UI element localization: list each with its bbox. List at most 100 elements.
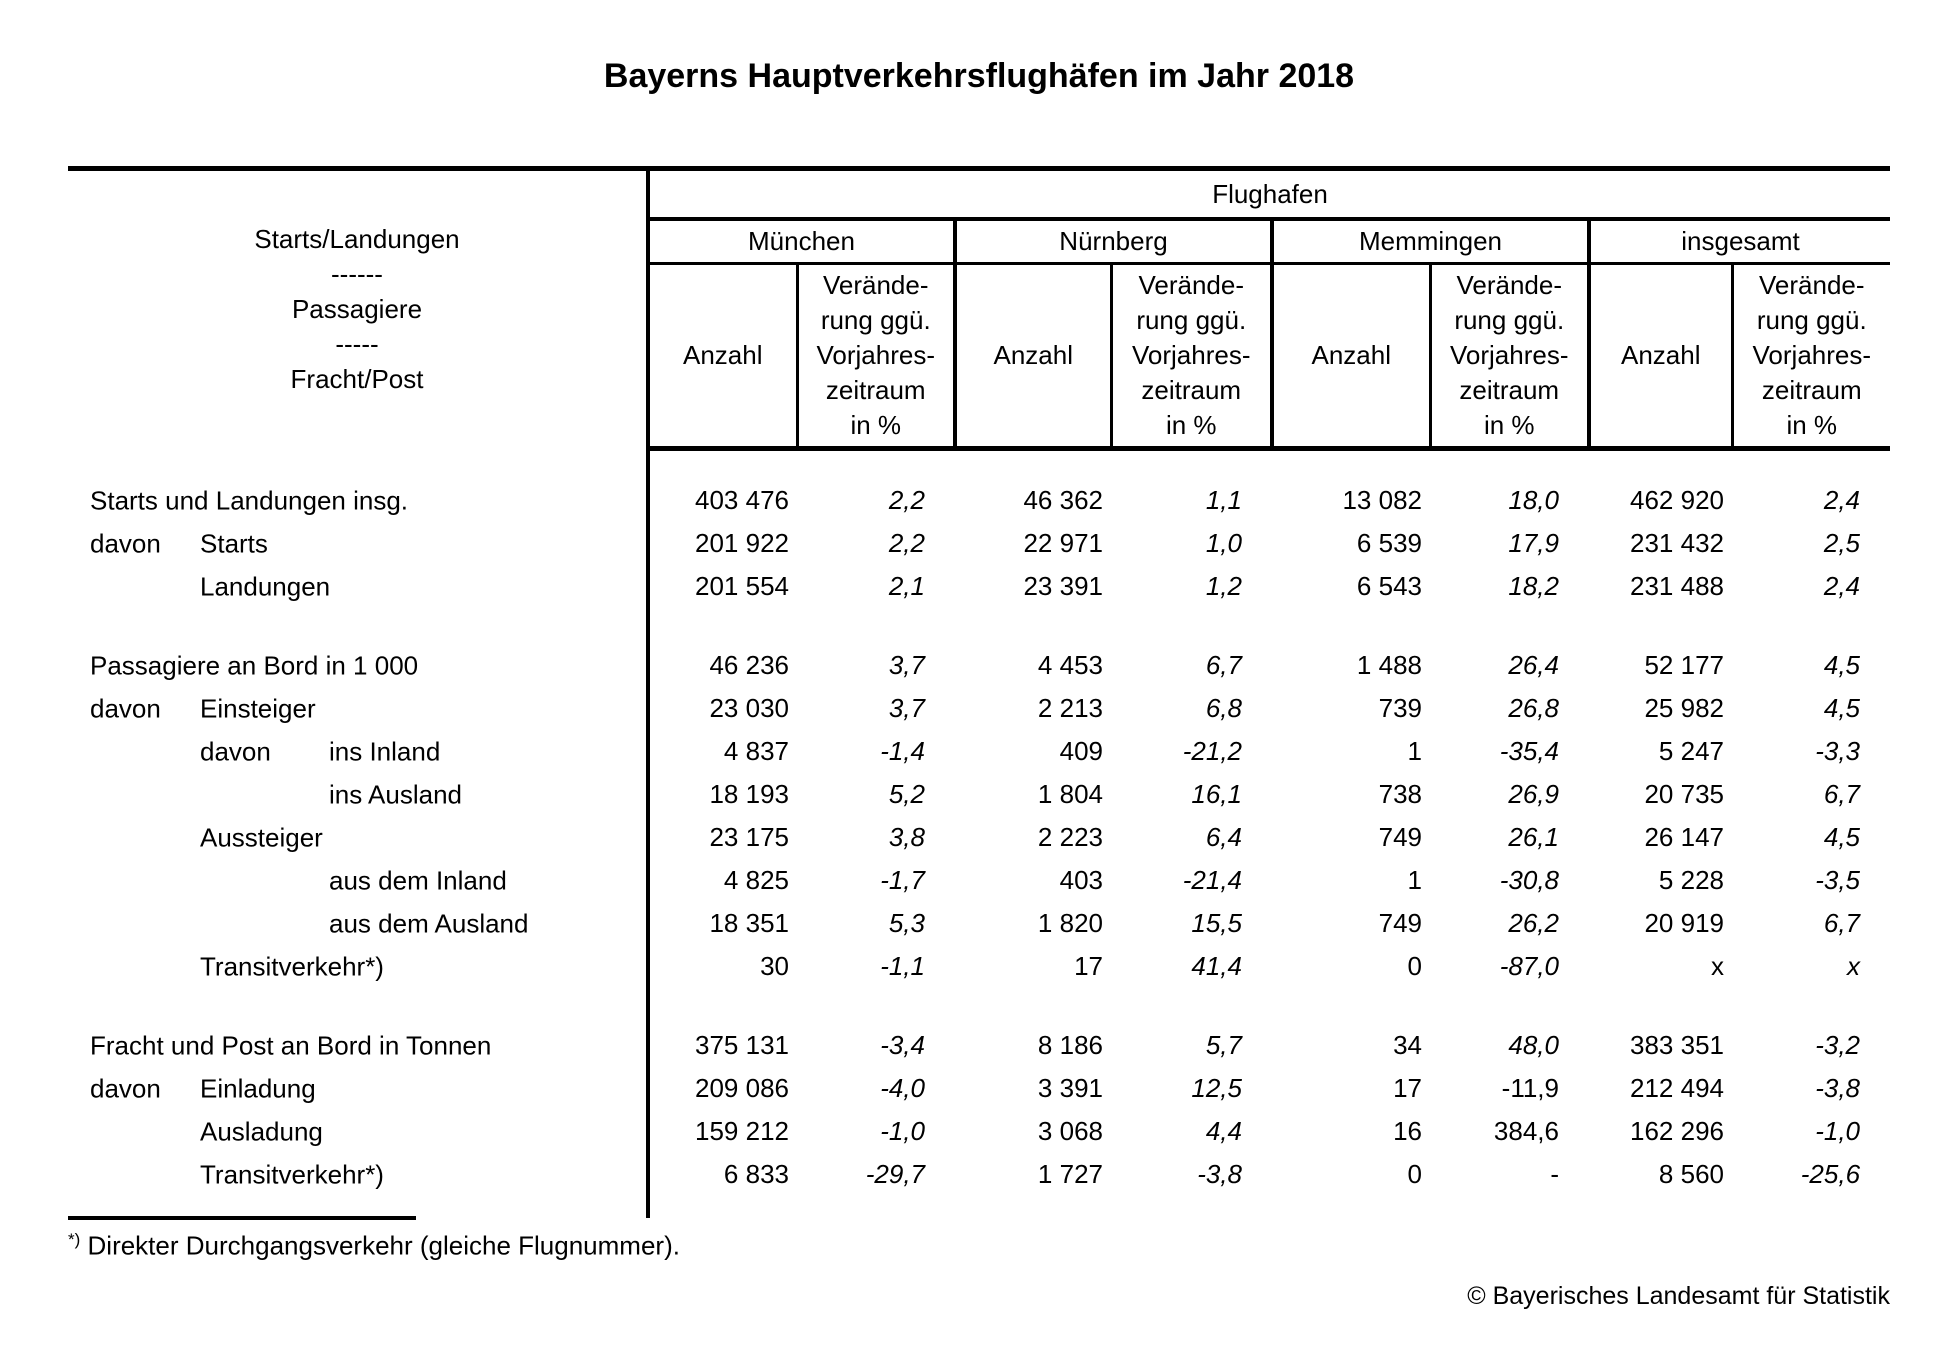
anzahl-cell: 1 488 bbox=[1356, 650, 1422, 680]
pct-cell: -4,0 bbox=[880, 1073, 925, 1103]
pct-cell: 17,9 bbox=[1508, 528, 1559, 558]
spacer-row bbox=[68, 1196, 1890, 1218]
table-row: davon Einsteiger 23 030 3,7 2 213 6,8 739 26,8 2… bbox=[68, 687, 1890, 730]
stub-line-passagiere: Passagiere bbox=[291, 294, 423, 325]
pct-cell: -1,0 bbox=[880, 1116, 925, 1146]
spacer-cell bbox=[648, 1196, 1890, 1218]
anzahl-cell: 5 247 bbox=[1658, 736, 1724, 766]
pct-cell: -3,5 bbox=[1815, 865, 1861, 895]
pct-cell: -35,4 bbox=[1499, 736, 1559, 766]
row-label-part: aus dem Ausland bbox=[329, 908, 529, 938]
row-label: Passagiere an Bord in 1 000 bbox=[68, 644, 650, 687]
anzahl-cell: 201 554 bbox=[695, 571, 789, 601]
pct-cell: 1,1 bbox=[1205, 485, 1242, 515]
anzahl-cell: 749 bbox=[1378, 908, 1422, 938]
pct-cell: 3,7 bbox=[888, 650, 925, 680]
row-label-part: Transitverkehr*) bbox=[200, 1159, 384, 1189]
pct-cell: -1,7 bbox=[880, 865, 925, 895]
pct-cell: 5,7 bbox=[1205, 1030, 1242, 1060]
pct-cell: -25,6 bbox=[1800, 1159, 1861, 1189]
change-header: Verände- rung ggü. Vorjahres- zeitraum i… bbox=[1428, 263, 1589, 451]
anzahl-cell: 0 bbox=[1407, 951, 1422, 981]
row-label: aus dem Inland bbox=[68, 859, 650, 902]
anzahl-cell: 5 228 bbox=[1658, 865, 1724, 895]
pct-cell: -1,4 bbox=[880, 736, 925, 766]
stub-line-fracht-post: Fracht/Post bbox=[290, 364, 424, 395]
pct-cell: 26,9 bbox=[1508, 779, 1559, 809]
pct-cell: 6,7 bbox=[1823, 779, 1861, 809]
pct-cell: 48,0 bbox=[1508, 1030, 1559, 1060]
pct-cell: -29,7 bbox=[865, 1159, 925, 1189]
row-label-part: Transitverkehr*) bbox=[200, 951, 384, 981]
anzahl-cell: 34 bbox=[1393, 1030, 1422, 1060]
row-label: Transitverkehr*) bbox=[68, 1153, 650, 1196]
pct-cell: 5,2 bbox=[888, 779, 925, 809]
change-header: Verände- rung ggü. Vorjahres- zeitraum i… bbox=[1730, 263, 1891, 451]
anzahl-cell: 3 068 bbox=[1037, 1116, 1103, 1146]
stub-divider-dashes: ------ bbox=[331, 259, 383, 290]
row-label-part: Einsteiger bbox=[200, 693, 316, 723]
pct-cell: 26,4 bbox=[1508, 650, 1559, 680]
anzahl-cell: 8 186 bbox=[1037, 1030, 1103, 1060]
anzahl-cell: 46 236 bbox=[709, 650, 789, 680]
anzahl-cell: 403 bbox=[1059, 865, 1103, 895]
anzahl-cell: 16 bbox=[1393, 1116, 1422, 1146]
spacer-row bbox=[68, 608, 1890, 644]
table-row: Passagiere an Bord in 1 000 46 236 3,7 4 45… bbox=[68, 644, 1890, 687]
spacer-cell bbox=[648, 988, 1890, 1024]
row-label-part: Aussteiger bbox=[200, 822, 323, 852]
row-label-part: ins Ausland bbox=[329, 779, 462, 809]
anzahl-header: Anzahl bbox=[648, 263, 797, 451]
pct-cell: 2,2 bbox=[888, 528, 925, 558]
table-row: aus dem Ausland 18 351 5,3 1 820 15,5 749 26,2… bbox=[68, 902, 1890, 945]
anzahl-cell: 231 432 bbox=[1630, 528, 1724, 558]
table-area: Starts/Landungen ------ Passagiere -----… bbox=[68, 166, 1891, 1218]
anzahl-cell: 17 bbox=[1393, 1073, 1422, 1103]
anzahl-header: Anzahl bbox=[1270, 263, 1430, 451]
anzahl-cell: 4 837 bbox=[723, 736, 789, 766]
anzahl-cell: 409 bbox=[1059, 736, 1103, 766]
pct-cell: 18,0 bbox=[1508, 485, 1559, 515]
stub-line-starts-landungen: Starts/Landungen bbox=[254, 224, 460, 255]
anzahl-cell: 6 543 bbox=[1356, 571, 1422, 601]
anzahl-cell: 231 488 bbox=[1630, 571, 1724, 601]
anzahl-cell: 159 212 bbox=[695, 1116, 789, 1146]
pct-cell: - bbox=[1550, 1159, 1559, 1189]
anzahl-cell: 462 920 bbox=[1630, 485, 1724, 515]
pct-cell: 2,1 bbox=[888, 571, 925, 601]
row-label: ins Ausland bbox=[68, 773, 650, 816]
row-label: Landungen bbox=[68, 565, 650, 608]
airport-header-memmingen: Memmingen bbox=[1270, 219, 1589, 265]
row-label: Ausladung bbox=[68, 1110, 650, 1153]
stub-rule-segment bbox=[68, 448, 650, 479]
pct-cell: -3,8 bbox=[1197, 1159, 1242, 1189]
anzahl-cell: 739 bbox=[1378, 693, 1422, 723]
spacer-cell bbox=[648, 608, 1890, 644]
row-label-part: davon bbox=[90, 528, 161, 558]
pct-cell: -21,2 bbox=[1182, 736, 1242, 766]
anzahl-cell: 52 177 bbox=[1644, 650, 1724, 680]
pct-cell: 3,7 bbox=[888, 693, 925, 723]
anzahl-cell: 18 193 bbox=[709, 779, 789, 809]
row-label-part: ins Inland bbox=[329, 736, 441, 766]
page-title: Bayerns Hauptverkehrsflughäfen im Jahr 2… bbox=[603, 57, 1355, 95]
table-body: Starts und Landungen insg. 403 476 2,2 46 3… bbox=[68, 448, 1890, 1218]
anzahl-cell: 2 223 bbox=[1037, 822, 1103, 852]
table-header: Starts/Landungen ------ Passagiere -----… bbox=[68, 168, 1891, 451]
pct-cell: 1,2 bbox=[1205, 571, 1242, 601]
anzahl-cell: 749 bbox=[1378, 822, 1422, 852]
pct-cell: x bbox=[1847, 951, 1861, 981]
anzahl-cell: 162 296 bbox=[1630, 1116, 1724, 1146]
pct-cell: 26,8 bbox=[1508, 693, 1559, 723]
anzahl-cell: x bbox=[1711, 951, 1724, 981]
anzahl-cell: 1 804 bbox=[1037, 779, 1103, 809]
anzahl-cell: 20 735 bbox=[1644, 779, 1724, 809]
anzahl-header: Anzahl bbox=[1587, 263, 1732, 451]
anzahl-cell: 3 391 bbox=[1037, 1073, 1103, 1103]
row-label-part: Starts bbox=[200, 528, 268, 558]
anzahl-cell: 209 086 bbox=[695, 1073, 789, 1103]
table-row: ins Ausland 18 193 5,2 1 804 16,1 738 26,9 20 7… bbox=[68, 773, 1890, 816]
table-row: Transitverkehr*) 6 833 -29,7 1 727 -3,8 0 - 8 5… bbox=[68, 1153, 1890, 1196]
anzahl-cell: 18 351 bbox=[709, 908, 789, 938]
spacer-row bbox=[68, 448, 1890, 479]
